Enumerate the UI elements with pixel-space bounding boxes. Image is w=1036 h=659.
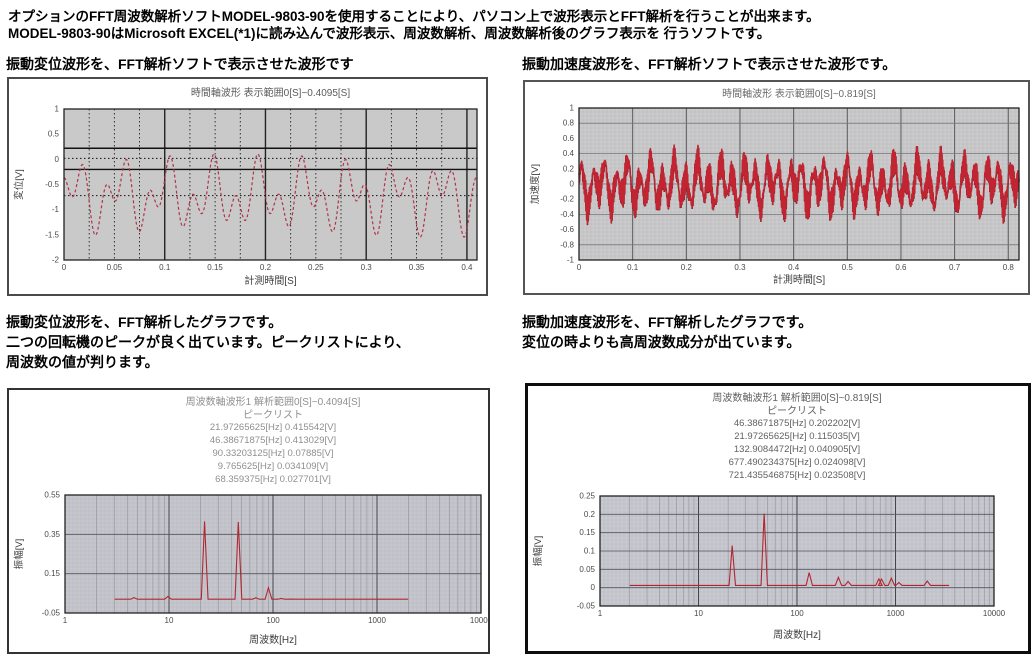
displacement-waveform-xlabel: 計測時間[S]	[244, 274, 296, 287]
displacement-fft-ytick: -0.05	[42, 609, 61, 618]
acceleration-fft-xtick: 100	[790, 609, 804, 618]
acceleration-waveform-xtick: 0.2	[681, 263, 693, 272]
acceleration-fft-xtick: 1000	[887, 609, 905, 618]
acceleration-fft-ylabel: 振幅[V]	[532, 536, 544, 567]
displacement-waveform-xtick: 0.15	[207, 263, 223, 272]
displacement-fft-xtick: 10	[165, 616, 174, 625]
caption-acceleration-waveform: 振動加速度波形を、FFT解析ソフトで表示させた波形です。	[522, 56, 897, 72]
caption-acceleration-fft-line1: 振動加速度波形を、FFT解析したグラフです。	[522, 314, 813, 330]
acceleration-waveform-xtick: 0.5	[842, 263, 854, 272]
acceleration-fft-title: 周波数軸波形1 解析範囲0[S]~0.819[S]	[712, 391, 881, 404]
acceleration-fft-ytick: 0.05	[579, 565, 595, 574]
displacement-fft-xlabel: 周波数[Hz]	[249, 633, 297, 646]
displacement-fft-svg: 0.55 0.35 0.15 -0.051 10 100 1000 10000 周波数[Hz] 振…	[13, 395, 488, 646]
caption-displacement-fft-line3: 周波数の値が判ります。	[6, 354, 159, 370]
displacement-waveform-ylabel: 変位[V]	[13, 169, 25, 200]
acceleration-fft-ytick: 0.1	[584, 547, 596, 556]
acceleration-fft-ytick: 0.15	[579, 528, 595, 537]
acceleration-waveform-title: 時間軸波形 表示範囲0[S]~0.819[S]	[722, 87, 876, 100]
acceleration-waveform-svg: 10.80.60.40.20-0.2-0.4-0.6-0.8-10 0.1 0.2 0…	[529, 87, 1020, 286]
displacement-fft-peak-list-item: 46.38671875[Hz] 0.413029[V]	[210, 435, 336, 446]
displacement-waveform-xtick: 0.25	[308, 263, 324, 272]
acceleration-waveform-ytick: -1	[567, 256, 575, 265]
displacement-waveform-title: 時間軸波形 表示範囲0[S]~0.4095[S]	[191, 86, 350, 99]
displacement-fft-xtick: 1	[63, 616, 68, 625]
displacement-fft-xtick: 1000	[368, 616, 386, 625]
displacement-waveform-xtick: 0	[62, 263, 67, 272]
acceleration-waveform-chart: 1 0.8 0.6 0.4 0.2 0 -0.2 -0.4 -0.6 -0.8 -1 0 0.1 0.2 0…	[523, 80, 1030, 295]
acceleration-fft-peak-list-item: 677.490234375[Hz] 0.024098[V]	[729, 457, 866, 468]
acceleration-waveform-ytick: 1	[570, 104, 575, 113]
acceleration-fft-chart: 0.25 0.2 0.15 0.1 0.05 0 -0.05 1 10 100 1000 10000 周…	[525, 383, 1031, 654]
acceleration-fft-xlabel: 周波数[Hz]	[773, 628, 821, 641]
displacement-fft-peak-list-title: ピークリスト	[243, 409, 303, 421]
displacement-fft-ytick: 0.15	[44, 569, 60, 578]
acceleration-waveform-xtick: 0.8	[1003, 263, 1015, 272]
acceleration-fft-peak-list-item: 46.38671875[Hz] 0.202202[V]	[734, 418, 860, 429]
acceleration-fft-ytick: 0	[591, 583, 596, 592]
acceleration-waveform-ytick: -0.4	[560, 210, 574, 219]
displacement-fft-ytick: 0.55	[44, 491, 60, 500]
acceleration-waveform-ylabel: 加速度[V]	[529, 164, 541, 204]
displacement-fft-chart: 0.55 0.35 0.15 -0.051 10 100 1000 10000 周波数[Hz] 振…	[7, 388, 490, 654]
displacement-waveform-ytick: -2	[52, 256, 60, 265]
displacement-waveform-chart: 1 0.5 0 -0.5 -1 -1.5 -2 0 0.05 0.1 0.15 0.2 0.25 0.3 0…	[7, 77, 488, 296]
displacement-waveform-ytick: -0.5	[45, 180, 59, 189]
displacement-waveform-xtick: 0.1	[159, 263, 171, 272]
displacement-waveform-xtick: 0.05	[107, 263, 123, 272]
acceleration-waveform-ytick: 0.8	[563, 119, 575, 128]
displacement-waveform-xtick: 0.2	[260, 263, 272, 272]
acceleration-waveform-xtick: 0	[577, 263, 582, 272]
displacement-fft-xtick: 100	[266, 616, 280, 625]
acceleration-fft-peak-list-title: ピークリスト	[767, 405, 827, 417]
acceleration-waveform-ytick: -0.2	[560, 195, 574, 204]
acceleration-fft-ytick: 0.25	[579, 492, 595, 501]
caption-displacement-fft-line2: 二つの回転機のピークが良く出ています。ピークリストにより、	[6, 334, 410, 350]
displacement-waveform-xtick: 0.35	[409, 263, 425, 272]
acceleration-fft-xtick: 1	[598, 609, 603, 618]
acceleration-fft-ytick: -0.05	[577, 602, 596, 611]
displacement-waveform-xtick: 0.4	[461, 263, 473, 272]
acceleration-waveform-xtick: 0.1	[627, 263, 639, 272]
acceleration-fft-xtick: 10	[694, 609, 703, 618]
displacement-waveform-ytick: 1	[55, 105, 60, 114]
acceleration-waveform-ytick: 0.6	[563, 134, 575, 143]
header-line-1: オプションのFFT周波数解析ソフトMODEL-9803-90を使用することにより…	[8, 9, 820, 24]
acceleration-waveform-xlabel: 計測時間[S]	[773, 273, 825, 286]
displacement-waveform-xtick: 0.3	[361, 263, 373, 272]
displacement-fft-xtick: 10000	[470, 616, 488, 625]
acceleration-waveform-xtick: 0.6	[895, 263, 907, 272]
acceleration-fft-peak-list-item: 21.97265625[Hz] 0.115035[V]	[734, 431, 860, 442]
acceleration-waveform-ytick: 0	[570, 180, 575, 189]
acceleration-fft-peak-list-item: 132.9084472[Hz] 0.040905[V]	[734, 444, 860, 455]
displacement-fft-peak-list-item: 21.97265625[Hz] 0.415542[V]	[210, 422, 336, 433]
acceleration-fft-ytick: 0.2	[584, 510, 596, 519]
displacement-waveform-ytick: 0	[55, 155, 60, 164]
acceleration-waveform-ytick: 0.4	[563, 149, 575, 158]
acceleration-waveform-xtick: 0.3	[734, 263, 746, 272]
displacement-waveform-ytick: -1.5	[45, 230, 59, 239]
header-line-2: MODEL-9803-90はMicrosoft EXCEL(*1)に読み込んで波…	[8, 26, 771, 41]
caption-acceleration-fft-line2: 変位の時よりも高周波数成分が出ています。	[522, 334, 801, 350]
caption-displacement-waveform: 振動変位波形を、FFT解析ソフトで表示させた波形です	[6, 56, 354, 72]
acceleration-waveform-ytick: -0.6	[560, 225, 574, 234]
acceleration-waveform-ytick: -0.8	[560, 240, 574, 249]
acceleration-waveform-xtick: 0.4	[788, 263, 800, 272]
displacement-waveform-ytick: 0.5	[48, 130, 60, 139]
acceleration-fft-svg: 0.25 0.2 0.15 0.1 0.05 0 -0.051 10 100 1000 10000 周…	[532, 391, 1006, 641]
acceleration-waveform-ytick: 0.2	[563, 164, 575, 173]
displacement-fft-title: 周波数軸波形1 解析範囲0[S]~0.4094[S]	[186, 395, 361, 408]
displacement-fft-peak-list-item: 9.765625[Hz] 0.034109[V]	[218, 461, 328, 472]
caption-displacement-fft-line1: 振動変位波形を、FFT解析したグラフです。	[6, 314, 283, 330]
displacement-fft-ytick: 0.35	[44, 530, 60, 539]
acceleration-fft-xtick: 10000	[983, 609, 1006, 618]
acceleration-waveform-xtick: 0.7	[949, 263, 961, 272]
acceleration-fft-peak-list-item: 721.435546875[Hz] 0.023508[V]	[729, 470, 866, 481]
displacement-waveform-ytick: -1	[52, 205, 60, 214]
displacement-waveform-svg: 10.50-0.5-1-1.5-20 0.05 0.1 0.15 0.2 0.25 0.3 0…	[13, 86, 478, 287]
displacement-fft-peak-list-item: 68.359375[Hz] 0.027701[V]	[215, 474, 331, 485]
displacement-fft-ylabel: 振幅[V]	[13, 539, 25, 570]
displacement-fft-peak-list-item: 90.33203125[Hz] 0.07885[V]	[213, 448, 334, 459]
